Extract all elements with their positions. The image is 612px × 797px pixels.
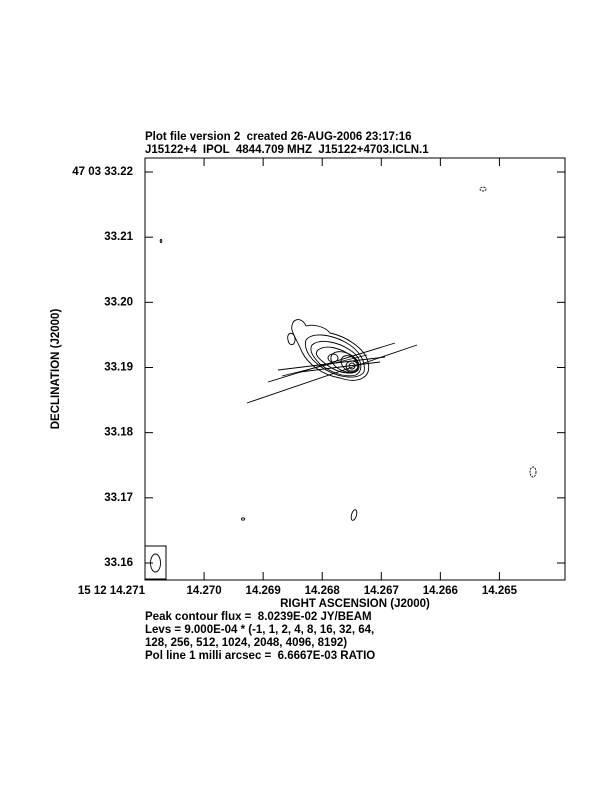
y-tick-label: 33.21 <box>104 231 133 243</box>
x-tick-label: 14.270 <box>186 585 221 597</box>
annotation: Levs = 9.000E-04 * (-1, 1, 2, 4, 8, 16, … <box>145 624 374 636</box>
contours <box>159 186 537 521</box>
y-tick-label: 33.17 <box>104 492 133 504</box>
chart-subtitle: J15122+4 IPOL 4844.709 MHZ J15122+4703.I… <box>145 144 429 156</box>
x-tick-label: 15 12 14.271 <box>78 585 146 597</box>
annotation: Peak contour flux = 8.0239E-02 JY/BEAM <box>145 611 372 623</box>
y-tick-label: 33.18 <box>104 427 133 439</box>
annotation: 128, 256, 512, 1024, 2048, 4096, 8192) <box>145 637 347 649</box>
x-tick-label: 14.268 <box>305 585 341 597</box>
y-tick-label: 47 03 33.22 <box>72 166 133 178</box>
plot-frame <box>144 157 566 581</box>
y-tick-label: 33.16 <box>104 557 133 569</box>
y-tick-label: 33.20 <box>104 296 133 308</box>
x-tick-label: 14.269 <box>246 585 281 597</box>
annotation: Pol line 1 milli arcsec = 6.6667E-03 RAT… <box>145 650 375 662</box>
x-tick-label: 14.265 <box>482 585 518 597</box>
x-axis-label: RIGHT ASCENSION (J2000) <box>280 598 430 610</box>
y-tick-label: 33.19 <box>104 362 133 374</box>
chart-title: Plot file version 2 created 26-AUG-2006 … <box>145 131 412 143</box>
polarization-vectors <box>246 342 418 404</box>
x-tick-label: 14.266 <box>423 585 458 597</box>
y-axis-label: DECLINATION (J2000) <box>50 309 62 430</box>
x-tick-label: 14.267 <box>364 585 399 597</box>
